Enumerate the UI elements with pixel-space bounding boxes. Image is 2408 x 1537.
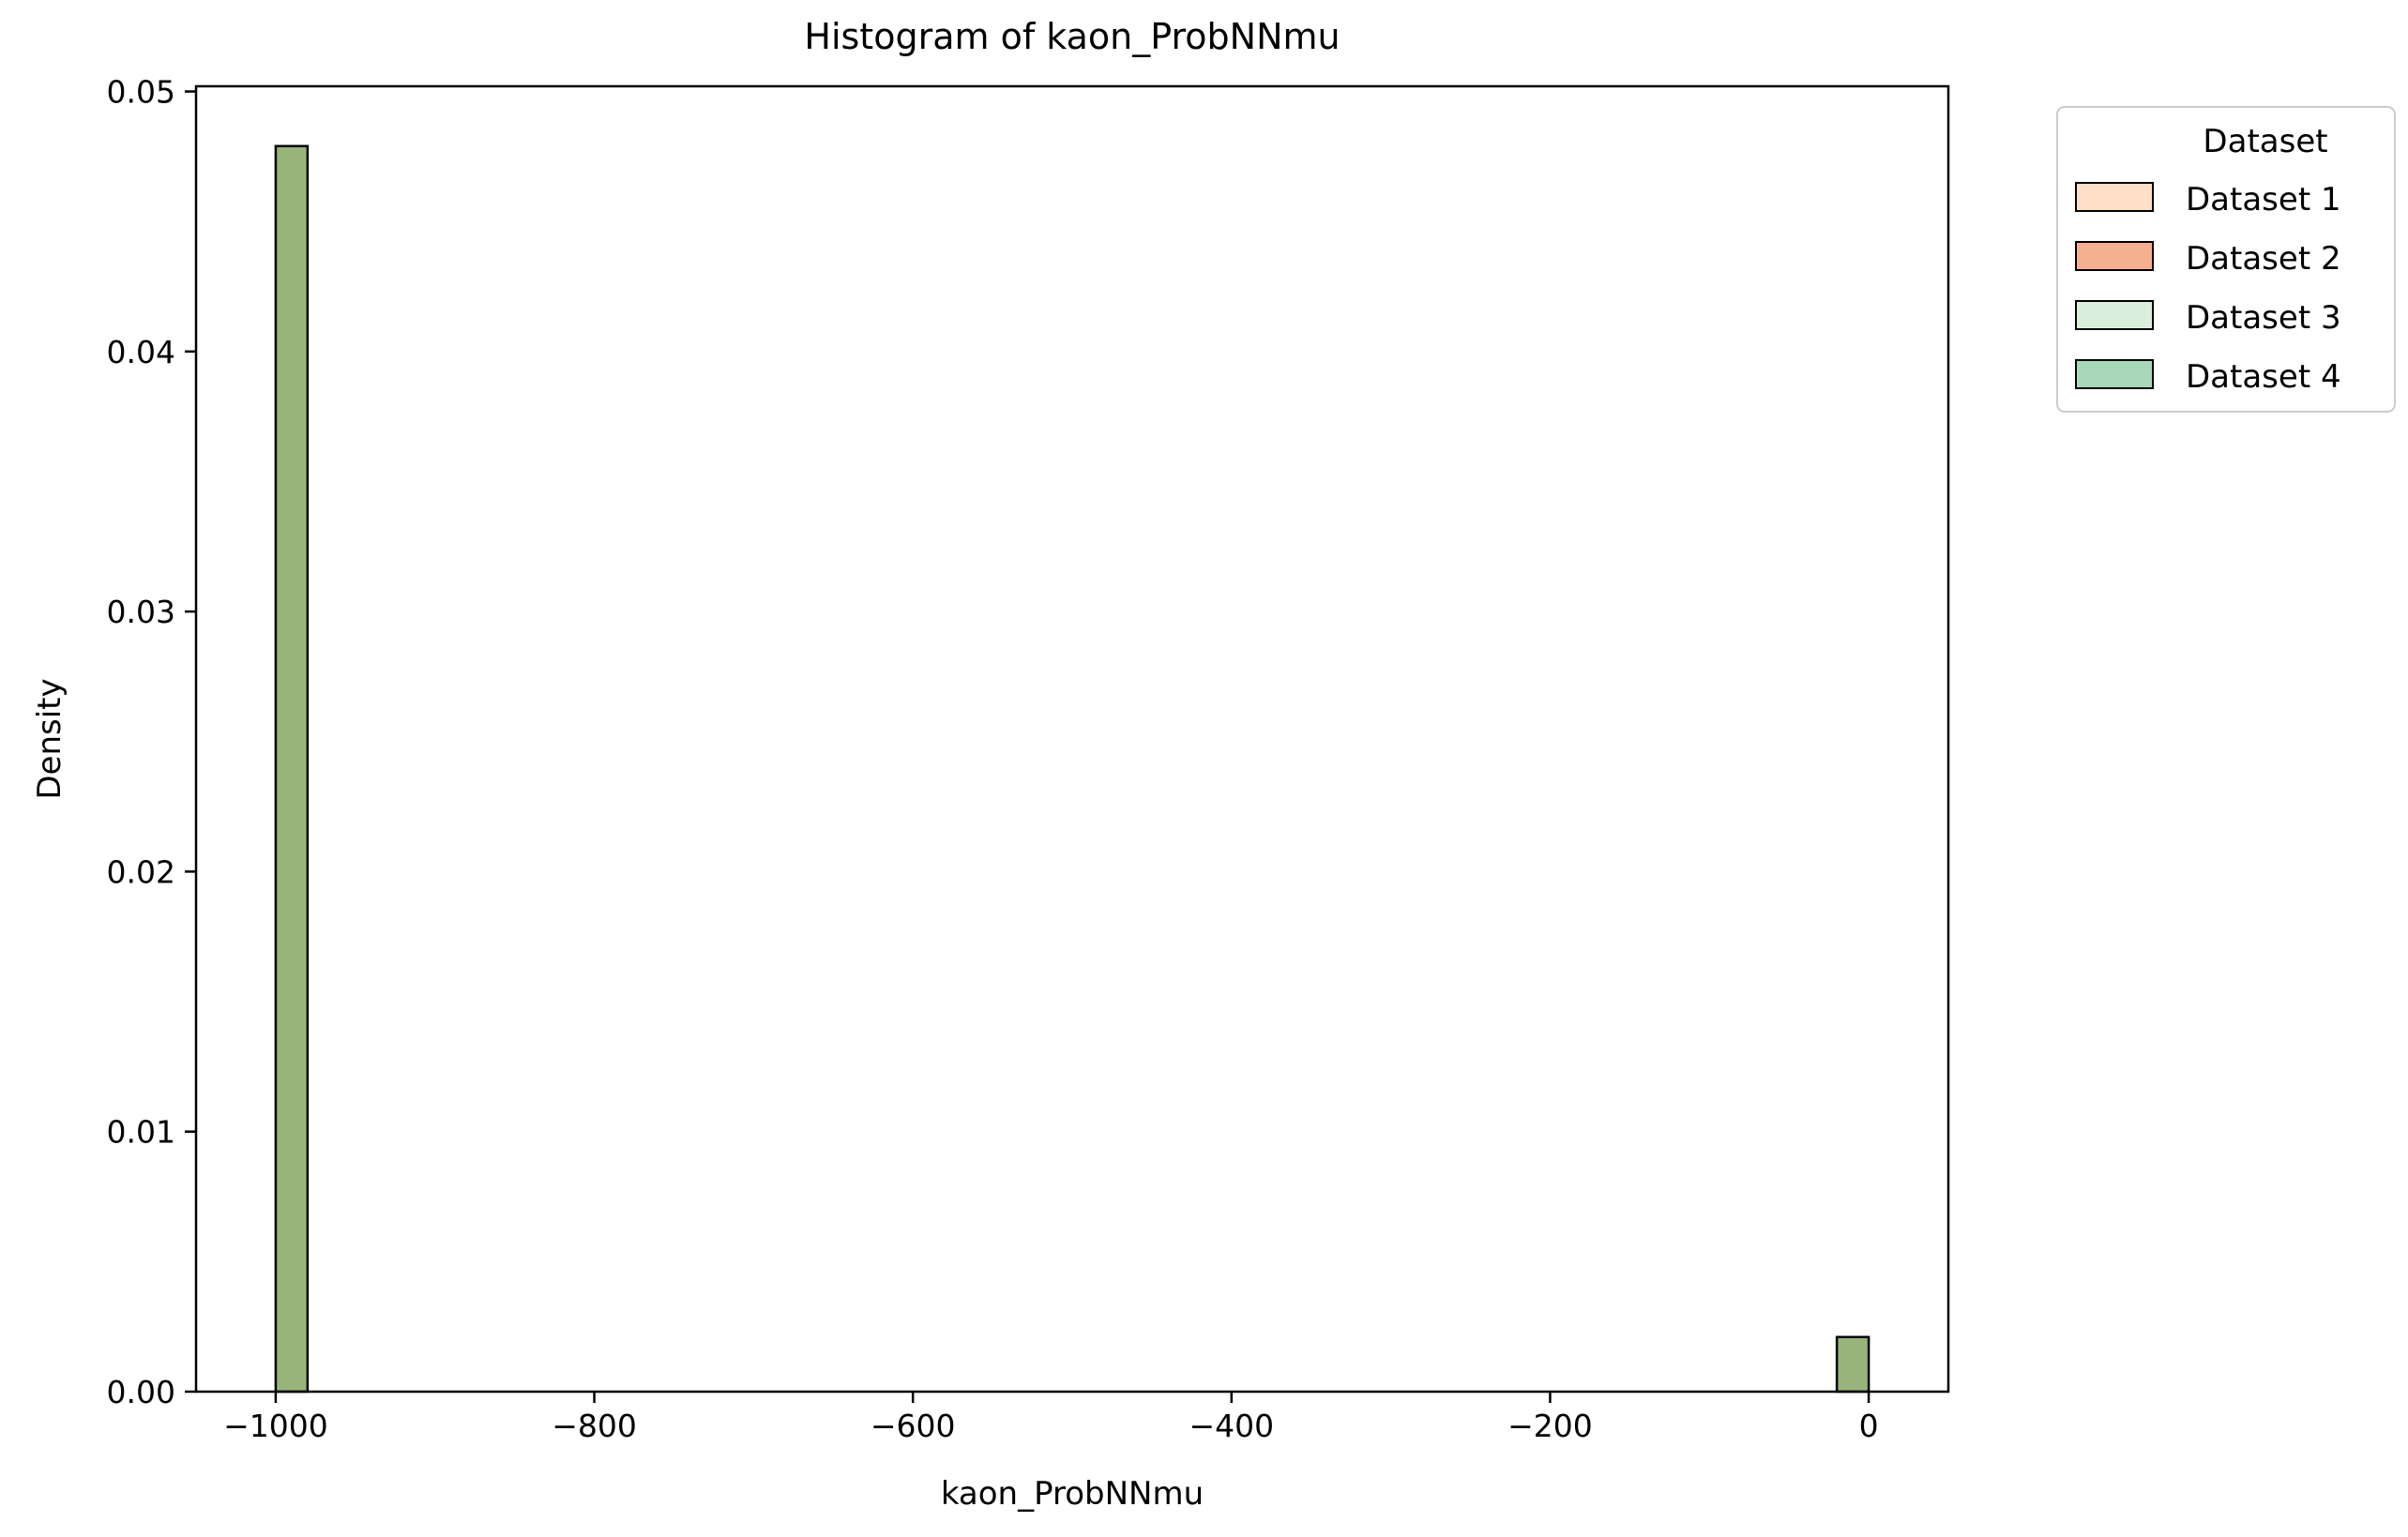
legend-title: Dataset xyxy=(2203,123,2327,160)
y-axis-label: Density xyxy=(31,678,68,799)
y-tick-label: 0.01 xyxy=(107,1114,175,1151)
histogram-bar xyxy=(1835,1335,1870,1394)
x-tick-label: −800 xyxy=(552,1408,637,1444)
legend-swatch xyxy=(2075,182,2154,212)
y-tick-label: 0.02 xyxy=(107,853,175,890)
legend-label: Dataset 1 xyxy=(2186,181,2341,218)
x-axis-label: kaon_ProbNNmu xyxy=(941,1475,1204,1513)
y-tick-label: 0.04 xyxy=(107,334,175,370)
y-tick-label: 0.05 xyxy=(107,74,175,111)
legend-label: Dataset 3 xyxy=(2186,299,2341,337)
x-tick-label: −400 xyxy=(1189,1408,1274,1444)
x-tick-label: −600 xyxy=(871,1408,956,1444)
x-tick-label: 0 xyxy=(1859,1408,1879,1444)
histogram-bar xyxy=(274,144,310,1394)
y-tick-label: 0.00 xyxy=(107,1374,175,1410)
plot-area-frame xyxy=(194,84,1950,1394)
chart-title: Histogram of kaon_ProbNNmu xyxy=(804,16,1340,57)
x-tick-label: −1000 xyxy=(223,1408,328,1444)
bars-layer xyxy=(274,144,1870,1394)
legend-swatch xyxy=(2075,300,2154,330)
x-axis-ticks: −1000 −800 −600 −400 −200 0 xyxy=(223,1392,1879,1444)
legend-label: Dataset 4 xyxy=(2186,358,2341,396)
legend-swatch xyxy=(2075,241,2154,271)
x-tick-label: −200 xyxy=(1507,1408,1593,1444)
y-axis-ticks: 0.00 0.01 0.02 0.03 0.04 0.05 xyxy=(107,74,196,1410)
y-tick-label: 0.03 xyxy=(107,594,175,630)
legend-swatch xyxy=(2075,359,2154,389)
legend-label: Dataset 2 xyxy=(2186,240,2341,278)
legend-items: Dataset 1 Dataset 2 Dataset 3 Dataset 4 xyxy=(2075,181,2341,396)
